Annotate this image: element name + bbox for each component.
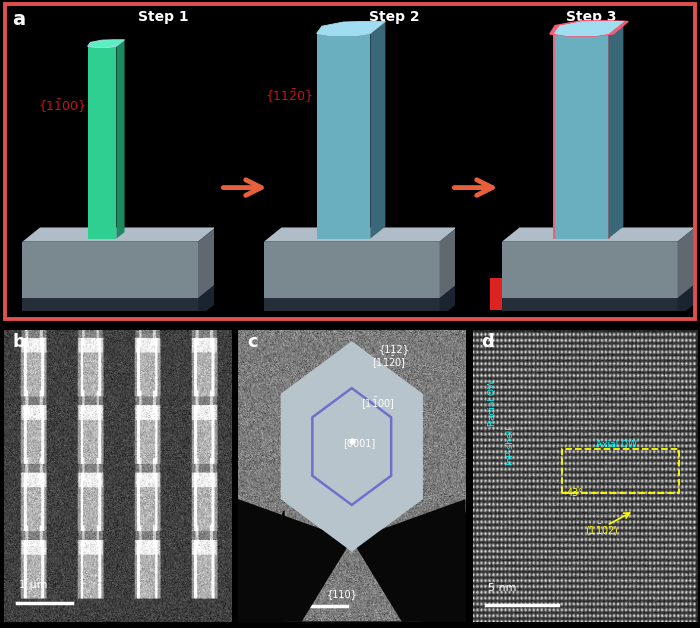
- Text: $(1\bar{1}02)$: $(1\bar{1}02)$: [584, 522, 618, 538]
- Text: InGaAs QW: InGaAs QW: [531, 288, 608, 301]
- Polygon shape: [198, 284, 216, 318]
- Polygon shape: [198, 227, 216, 298]
- Polygon shape: [22, 242, 198, 298]
- Polygon shape: [678, 284, 695, 318]
- Polygon shape: [22, 284, 216, 298]
- Text: 100 nm: 100 nm: [263, 585, 305, 595]
- Text: Step 2: Step 2: [370, 9, 420, 24]
- Text: Step 3: Step 3: [566, 9, 616, 24]
- Text: [0001]: [0001]: [343, 438, 375, 448]
- Polygon shape: [316, 33, 370, 239]
- Polygon shape: [316, 21, 386, 36]
- Text: {112}: {112}: [379, 344, 410, 354]
- Polygon shape: [608, 21, 624, 239]
- Text: 5 nm: 5 nm: [488, 583, 517, 593]
- Bar: [562, 450, 678, 493]
- Polygon shape: [502, 227, 695, 242]
- Text: Axial QW: Axial QW: [596, 440, 637, 448]
- Polygon shape: [554, 33, 608, 239]
- FancyBboxPatch shape: [490, 278, 522, 310]
- Text: {110}: {110}: [327, 589, 358, 599]
- Polygon shape: [502, 284, 695, 298]
- Polygon shape: [264, 242, 440, 298]
- Text: a: a: [13, 9, 26, 29]
- Polygon shape: [608, 33, 610, 239]
- Polygon shape: [281, 342, 423, 551]
- Polygon shape: [264, 284, 457, 298]
- Polygon shape: [116, 40, 125, 239]
- Text: Step 1: Step 1: [139, 9, 189, 24]
- Text: Radial QW: Radial QW: [488, 379, 497, 426]
- FancyBboxPatch shape: [280, 278, 312, 310]
- Polygon shape: [264, 298, 440, 318]
- Polygon shape: [420, 511, 466, 622]
- Text: $\{11\bar{2}0\}$: $\{11\bar{2}0\}$: [265, 87, 314, 104]
- Text: InP core: InP core: [83, 288, 138, 301]
- Polygon shape: [440, 227, 457, 298]
- Polygon shape: [440, 284, 457, 318]
- Text: [11$\bar{2}$0]: [11$\bar{2}$0]: [372, 354, 406, 370]
- Polygon shape: [351, 499, 466, 622]
- Text: InP shell: InP shell: [321, 288, 378, 301]
- Polygon shape: [264, 227, 457, 242]
- Polygon shape: [502, 242, 678, 298]
- Text: $\{1\bar{1}00\}$: $\{1\bar{1}00\}$: [38, 97, 86, 115]
- Text: c: c: [247, 333, 258, 351]
- Text: b: b: [13, 333, 25, 351]
- Polygon shape: [370, 21, 386, 239]
- Polygon shape: [88, 40, 125, 47]
- Polygon shape: [22, 298, 198, 318]
- Polygon shape: [281, 342, 423, 551]
- Polygon shape: [238, 499, 351, 622]
- Text: InP shell: InP shell: [506, 428, 515, 465]
- Text: [1$\bar{1}$00]: [1$\bar{1}$00]: [361, 395, 395, 411]
- Text: 43°: 43°: [566, 488, 584, 498]
- Polygon shape: [550, 21, 628, 36]
- Text: d: d: [482, 333, 494, 351]
- FancyBboxPatch shape: [42, 278, 74, 310]
- Polygon shape: [553, 33, 554, 239]
- Polygon shape: [88, 46, 116, 239]
- Polygon shape: [678, 227, 695, 298]
- Polygon shape: [238, 511, 284, 622]
- Polygon shape: [22, 227, 216, 242]
- Polygon shape: [554, 21, 624, 36]
- Polygon shape: [554, 21, 624, 36]
- Polygon shape: [502, 298, 678, 318]
- Text: 1 μm: 1 μm: [20, 580, 48, 590]
